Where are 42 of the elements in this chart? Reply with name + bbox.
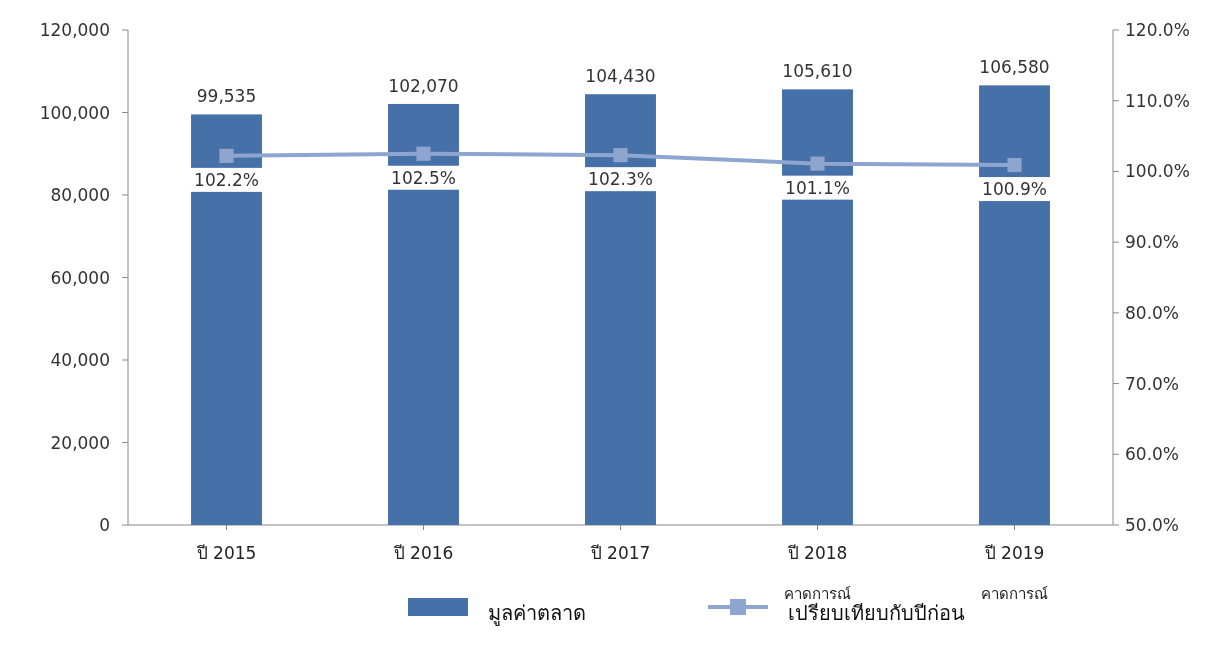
data-label: 106,580	[979, 57, 1050, 78]
point	[613, 148, 628, 163]
point	[810, 156, 825, 171]
y2-tick-label: 120.0%	[1125, 20, 1190, 40]
data-label: 102.2%	[194, 169, 259, 190]
point	[416, 146, 431, 161]
bar	[979, 85, 1050, 525]
y-tick-label: 0	[99, 515, 110, 535]
y-tick-label: 20,000	[50, 432, 110, 453]
category-label: ปี 2019 คาดการณ์	[981, 543, 1048, 603]
legend-label: เปรียบเทียบกับปีก่อน	[788, 601, 965, 625]
x-tick-label: ปี 2017	[589, 543, 651, 563]
bar	[191, 114, 262, 525]
legend-label: มูลค่าตลาด	[488, 601, 586, 626]
bar	[782, 89, 853, 525]
point	[1007, 157, 1022, 173]
y2-tick-label: 100.0%	[1125, 161, 1190, 182]
y-tick-label: 80,000	[50, 185, 110, 205]
x-tick-label: ปี 2016	[392, 543, 454, 563]
y2-tick-label: 60.0%	[1125, 444, 1180, 465]
y2-tick-label: 110.0%	[1125, 90, 1190, 111]
data-label: 101.1%	[785, 177, 850, 198]
data-label: 100.9%	[982, 179, 1047, 200]
data-label: 105,610	[782, 61, 853, 82]
bar	[585, 94, 656, 525]
y2-tick-label: 80.0%	[1125, 302, 1180, 323]
category-label: ปี 2018 คาดการณ์	[784, 543, 851, 603]
y-tick-label: 100,000	[39, 102, 110, 123]
point	[219, 148, 234, 163]
data-label: 99,535	[196, 86, 257, 107]
data-label: 102,070	[388, 75, 459, 96]
data-label: 102.5%	[391, 167, 456, 188]
data-label: 102.3%	[588, 169, 653, 190]
x-tick-label: ปี 2015	[195, 543, 257, 563]
bar	[388, 103, 459, 525]
y2-tick-label: 50.0%	[1125, 515, 1180, 535]
y-tick-label: 60,000	[50, 267, 110, 288]
data-label: 104,430	[585, 66, 656, 87]
y2-tick-label: 70.0%	[1125, 373, 1180, 394]
y-tick-label: 120,000	[39, 20, 110, 40]
y2-tick-label: 90.0%	[1125, 232, 1180, 253]
y-tick-label: 40,000	[50, 350, 110, 370]
